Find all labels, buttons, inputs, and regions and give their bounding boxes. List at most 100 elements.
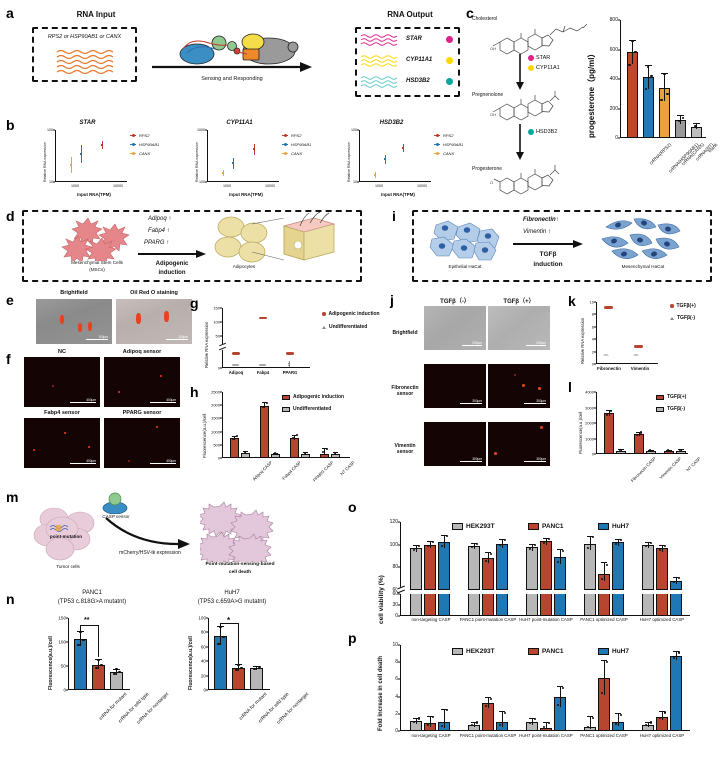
output-dot-cyp11a1-icon <box>446 57 453 64</box>
g-point-pparg-undiff <box>286 361 293 367</box>
panel-o-chart-upper: 120 100 80 60 cell viability (%) <box>378 519 690 624</box>
n1-ytick-1: 20 <box>200 673 206 679</box>
b0-y-axis <box>55 130 56 182</box>
panel-m-right-caption-2: cell death <box>228 570 252 575</box>
panel-j-rowtitle-0: Brightfield <box>392 330 418 336</box>
panel-a-output-gene-2: HSD3B2 <box>406 78 430 84</box>
o-lower-y-axis <box>400 594 401 616</box>
panel-a-output-box <box>355 27 460 97</box>
panel-b-chart-2: HSD3B2 100 10 Relative RNA expression 10… <box>334 120 474 198</box>
j-scaletext-4: 300µm <box>472 456 482 461</box>
panel-f-title-1: Adipoq sensor <box>122 349 162 355</box>
b0-legend-2: CANX <box>130 151 150 156</box>
panel-c-ylabel: progesterone（pg/ml） <box>587 49 596 138</box>
panel-f-scalebar-3 <box>150 462 176 464</box>
up-arrow-icon: ↑ <box>166 240 170 246</box>
h-ytick-2: 1000 <box>211 429 220 435</box>
panel-a-input-genes: RPS2 or HSP90AB1 or CANX <box>47 34 122 40</box>
panel-i-arrow <box>513 240 583 248</box>
b1-legend-2: CANX <box>282 151 302 156</box>
b1-legend-0: RPS2 <box>282 133 301 138</box>
o-bar-g1-panc1 <box>482 558 494 590</box>
panel-k-legend-1: TGFβ(-) <box>670 315 695 321</box>
panel-a-output-row-2: HSD3B2 <box>360 73 458 92</box>
o-xtick-2: HuH7 point-mutation CASP <box>519 617 573 622</box>
panel-c-y-axis <box>620 20 621 138</box>
p-xtick-0: non-targeting CASP <box>411 733 451 738</box>
n0-ytick-1: 50 <box>60 663 66 669</box>
b2-ytick-bot: 10 <box>353 180 357 184</box>
l-xtick-1: Vimentin CASP <box>658 456 683 480</box>
pathway-step-1: Pregnenolone <box>472 92 504 98</box>
l-ytick-1: 1000 <box>585 436 594 441</box>
legend-swatch-icon <box>282 406 290 412</box>
panel-h-chart: Fluorescence(a.u.)/cell 2500 2000 1500 1… <box>202 390 356 483</box>
panel-k-legend-0: TGFβ(+) <box>670 303 696 309</box>
n1-ytick-2: 40 <box>200 658 206 664</box>
panel-b-title-0: STAR <box>79 120 96 126</box>
o-xtick-3: PANC1 optimized CASP <box>580 617 628 622</box>
panel-i-gene-0: Fibronectin↑ <box>523 217 559 223</box>
panel-g-legend-label-1: Undifferentiated <box>329 324 368 330</box>
j-scaletext-2: 300µm <box>472 398 482 403</box>
j-scaletext-1: 200µm <box>536 340 546 345</box>
n0-y-axis <box>68 618 69 690</box>
panel-f-pparg-image: 400µm <box>104 418 180 468</box>
k-point-fibronectin-pos <box>604 306 613 309</box>
p-xtick-3: PANC1 optimized CASP <box>580 733 628 738</box>
b0-point-canx <box>70 156 73 173</box>
panel-c-ytick-2: 400 <box>609 76 618 82</box>
panel-o-chart-lower: 60 30 0 non-targeting CASP PANC1 point-m… <box>392 591 690 622</box>
b1-ytick-top: 1000 <box>197 128 205 132</box>
panel-d-right-caption: Adipocytes <box>232 264 256 269</box>
k-ytick-1: 2 <box>592 349 596 354</box>
b2-legend-label-1: HSP90AB1 <box>443 142 464 147</box>
panel-b-chart-0: STAR 100 10 Relative RNA expression 1000… <box>30 120 170 198</box>
svg-text:O: O <box>490 180 493 185</box>
b0-legend-0: RPS2 <box>130 133 149 138</box>
panel-j-vimentin-neg: 300µm <box>424 422 486 466</box>
legend-swatch-icon <box>528 648 539 655</box>
mesenchymal-hacat-illustration <box>601 218 681 259</box>
b0-xlabel: Input RNA(TPM) <box>77 192 111 197</box>
b2-xtick-0: 1000 <box>375 184 383 188</box>
rna-squiggle-star <box>360 34 398 46</box>
panel-j-brightfield-pos: 200µm <box>488 306 550 350</box>
panel-label-l: l <box>568 379 572 395</box>
o-ytick-60u: 60 <box>392 587 398 593</box>
panel-a-output-title: RNA Output <box>387 10 433 19</box>
b1-point-rps2 <box>253 143 256 155</box>
panel-c-xtick-0: crRNA(RPS2) <box>648 142 673 166</box>
panel-o-legend-label-2: HuH7 <box>612 523 629 530</box>
up-arrow-icon: ↑ <box>168 216 172 222</box>
panel-n-title-1: HuH7 <box>224 590 240 596</box>
b0-point-rps2 <box>101 140 104 149</box>
n1-ytick-4: 80 <box>200 629 206 635</box>
j-scaletext-5: 300µm <box>536 456 546 461</box>
panel-k-legend-label-1: TGFβ(-) <box>677 315 696 321</box>
h-xtick-0: Adipoq CASP <box>251 460 274 482</box>
b1-point-hsp <box>232 157 235 169</box>
n1-bar-nontarget <box>250 667 263 690</box>
p-ytick-6: 6 <box>395 676 400 682</box>
j-scalebar-4 <box>460 460 482 462</box>
panel-j-vimentin-pos: 300µm <box>488 422 550 466</box>
panel-n-subtitle-0: (TP53 c.818G>A mutatnt) <box>57 599 127 605</box>
panel-d-gene-label-2: PPARG <box>144 240 165 246</box>
panel-k-ylabel: Relative RNA expression <box>580 317 585 364</box>
n1-sig-bracket <box>220 623 239 624</box>
panel-k-x-axis <box>596 363 658 364</box>
panel-j-rowtitle-1: Fibronectin sensor <box>391 385 419 397</box>
b1-ylabel: Relative RNA expression <box>195 142 199 182</box>
legend-triangle-icon <box>670 316 674 320</box>
panel-d-left-caption-1: Mesenchymal Stem Cells <box>71 260 123 265</box>
panel-l-y-axis <box>596 392 597 454</box>
panel-j-coltitle-0: TGFβ（-） <box>440 299 470 305</box>
panel-d-box <box>22 210 362 282</box>
k-ytick-0: 0 <box>592 362 596 367</box>
panel-g-legend-0: Adipogenic induction <box>322 311 380 317</box>
panel-a-input-box <box>32 27 137 82</box>
o-xtick-1: PANC1 point-mutation CASP <box>459 617 517 622</box>
legend-swatch-icon <box>598 648 609 655</box>
panel-d-gene-2: PPARG ↑ <box>144 240 169 246</box>
